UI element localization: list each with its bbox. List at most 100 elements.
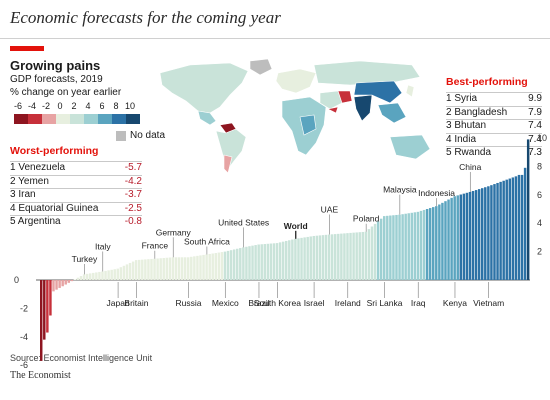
y-tick-label: -6 — [20, 360, 28, 370]
legend-swatch — [56, 114, 70, 124]
bar-label: Indonesia — [418, 188, 455, 198]
chart-bar — [389, 215, 392, 280]
chart-bar — [425, 209, 429, 280]
chart-bar — [113, 269, 116, 280]
chart-bar — [343, 233, 346, 280]
chart-bar — [487, 186, 490, 280]
chart-bar — [416, 211, 420, 280]
chart-bar — [263, 244, 267, 280]
chart-bar — [481, 188, 484, 280]
chart-bar — [410, 212, 414, 280]
source-note: Source: Economist Intelligence Unit — [10, 353, 153, 363]
row-label: 2 Bangladesh — [446, 106, 508, 118]
table-row: 3 Iran -3.7 — [10, 188, 142, 202]
chart-bar — [125, 264, 129, 280]
chart-bar — [370, 226, 374, 280]
bar-label: Britain — [124, 298, 148, 308]
row-label: 3 Bhutan — [446, 120, 487, 131]
chart-bar — [432, 207, 435, 280]
chart-bar — [242, 247, 245, 280]
chart-bar — [156, 258, 159, 280]
map-north-america — [159, 62, 249, 114]
chart-subtitle: GDP forecasts, 2019 — [10, 74, 103, 85]
bar-label: Turkey — [72, 254, 98, 264]
chart-bar — [229, 250, 233, 280]
chart-bar — [520, 174, 524, 280]
brand-wordmark: The Economist — [10, 370, 71, 381]
chart-bar — [330, 234, 334, 280]
chart-bar — [337, 233, 340, 280]
chart-bar — [392, 215, 395, 280]
map-yemen — [327, 106, 339, 114]
chart-bar — [46, 280, 49, 333]
chart-bar — [55, 280, 58, 290]
chart-bar — [471, 191, 475, 280]
chart-bar — [236, 248, 239, 280]
table-row: 2 Bangladesh 7.9 — [446, 105, 542, 120]
chart-bar — [364, 231, 368, 280]
chart-bar — [205, 254, 208, 280]
chart-bar — [514, 176, 518, 280]
map-greenland — [249, 58, 273, 76]
chart-bar — [278, 242, 282, 280]
row-label: 1 Syria — [446, 93, 478, 104]
worst-performing-table: Worst-performing 1 Venezuela -5.7 2 Yemen… — [10, 145, 142, 229]
row-value: 7.4 — [528, 133, 542, 145]
legend-tick: 4 — [85, 101, 91, 111]
bar-label: Israel — [304, 298, 325, 308]
chart-bar — [171, 257, 175, 280]
chart-bar — [398, 214, 401, 280]
best-performing-heading: Best-performing — [446, 76, 528, 88]
chart-bar — [459, 194, 463, 280]
bar-label: United States — [218, 217, 269, 227]
chart-bar — [447, 199, 450, 280]
chart-bar — [275, 243, 279, 280]
row-label: 4 Equatorial Guinea — [10, 202, 99, 214]
map-china — [353, 80, 403, 104]
chart-bar — [315, 235, 319, 280]
chart-bar — [248, 246, 251, 280]
chart-bar — [95, 272, 98, 280]
y-tick-label: 10 — [537, 133, 547, 143]
no-data-swatch — [116, 130, 126, 141]
chart-bar — [358, 232, 361, 280]
legend-tick-labels: -6 -4 -2 0 2 4 6 8 10 — [10, 101, 180, 113]
chart-bar — [422, 209, 426, 280]
y-tick-label: 4 — [537, 218, 542, 228]
chart-bar — [101, 271, 104, 280]
chart-bar — [312, 235, 316, 280]
row-value: -3.7 — [124, 189, 142, 200]
y-tick-label: -4 — [20, 332, 28, 342]
no-data-legend: No data — [116, 130, 165, 141]
bar-label: Japan — [107, 298, 130, 308]
chart-bar — [104, 270, 107, 280]
chart-bar — [211, 253, 214, 280]
legend-swatch — [98, 114, 112, 124]
chart-bar — [465, 192, 469, 280]
row-value: 7.3 — [528, 147, 542, 158]
table-row: 5 Rwanda 7.3 — [446, 146, 542, 160]
chart-bar — [128, 262, 132, 280]
chart-bar — [517, 174, 521, 280]
brand-red-tab — [10, 46, 44, 51]
chart-bar — [281, 241, 285, 280]
chart-bar — [107, 270, 110, 280]
chart-bar — [306, 236, 309, 280]
chart-bar — [67, 280, 71, 283]
chart-units: % change on year earlier — [10, 87, 122, 98]
best-performing-table: Best-performing 1 Syria 9.9 2 Bangladesh 7… — [446, 76, 542, 160]
chart-bar — [508, 178, 512, 280]
chart-bar — [85, 273, 89, 280]
legend-swatch — [28, 114, 42, 124]
chart-bar — [122, 265, 126, 280]
table-row: 1 Venezuela -5.7 — [10, 161, 142, 175]
bar-label: Malaysia — [383, 185, 417, 195]
chart-bar — [251, 245, 254, 280]
bar-label: Poland — [353, 214, 380, 224]
chart-bar — [159, 258, 162, 280]
page-header-title: Economic forecasts for the coming year — [10, 8, 281, 27]
row-label: 4 India — [446, 133, 477, 145]
chart-bar — [511, 177, 515, 280]
map-middle-east — [319, 90, 343, 110]
chart-bar — [223, 251, 227, 280]
